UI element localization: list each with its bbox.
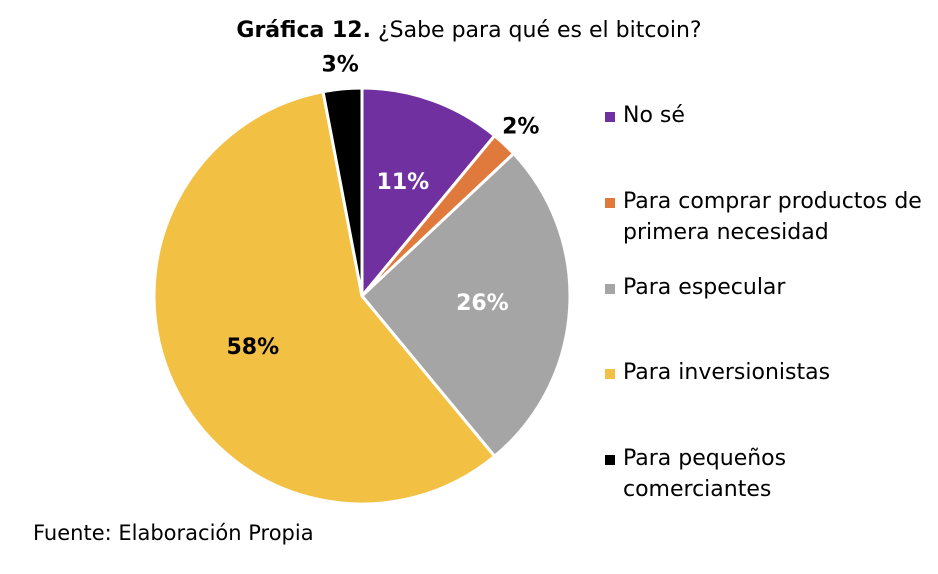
- legend-label: No sé: [623, 103, 685, 128]
- pie-slice-para-especular: [359, 151, 572, 459]
- pie-slice-para-pequenos-comerciantes: [321, 86, 364, 297]
- chart-title-text: ¿Sabe para qué es el bitcoin?: [377, 18, 702, 43]
- data-label-para-inversionistas: 58%: [227, 335, 280, 360]
- legend-swatch: [605, 112, 615, 122]
- pie-slice-no-se: [360, 86, 497, 301]
- legend-label: Para especular: [623, 275, 786, 300]
- legend-label: Para inversionistas: [623, 360, 831, 385]
- data-label-para-comprar-productos-de-primera-necesidad: 2%: [502, 114, 539, 139]
- data-label-para-pequenos-comerciantes: 3%: [321, 53, 358, 78]
- source-note: Fuente: Elaboración Propia: [33, 521, 314, 545]
- chart-title-number: Gráfica 12.: [236, 18, 371, 43]
- legend-label: Para pequeños comerciantes: [623, 446, 787, 502]
- legend-swatch: [605, 198, 615, 208]
- pie-slice-para-inversionistas: [152, 89, 497, 506]
- legend-swatch: [605, 455, 615, 465]
- legend-swatch: [605, 284, 615, 294]
- legend-swatch: [605, 369, 615, 379]
- data-label-no-se: 11%: [377, 170, 430, 195]
- data-label-para-especular: 26%: [456, 291, 509, 316]
- chart-title: Gráfica 12. ¿Sabe para qué es el bitcoin…: [0, 18, 938, 43]
- legend-label: Para comprar productos de primera necesi…: [623, 189, 922, 245]
